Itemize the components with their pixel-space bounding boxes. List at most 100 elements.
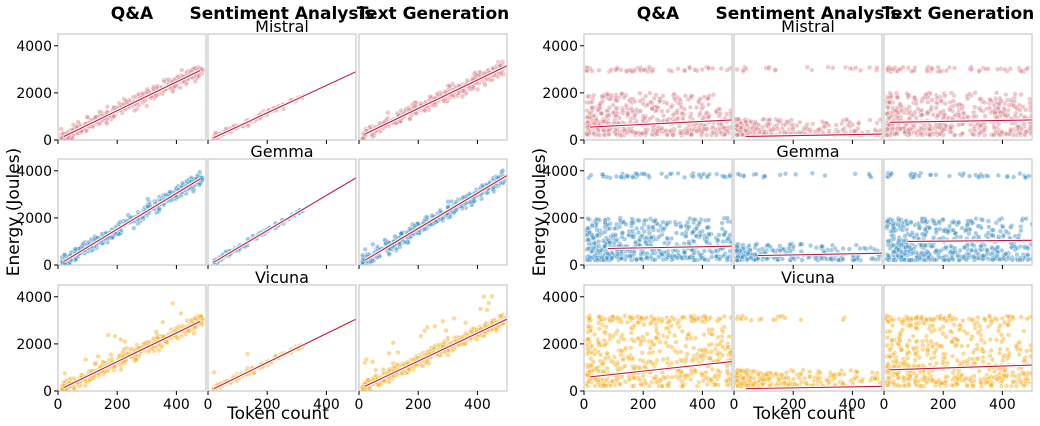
scatter-point [924, 109, 931, 115]
scatter-point [985, 66, 991, 72]
scatter-point [82, 383, 89, 389]
scatter-point [591, 240, 598, 246]
scatter-point [1027, 104, 1032, 110]
scatter-point [666, 67, 672, 73]
scatter-point [817, 126, 823, 132]
scatter-point [941, 90, 947, 97]
scatter-point [104, 239, 111, 246]
scatter-point [614, 251, 620, 257]
scatter-point [710, 92, 717, 98]
scatter-point [584, 131, 590, 137]
scatter-point [765, 121, 772, 127]
scatter-point [109, 235, 115, 241]
scatter-point [791, 256, 798, 263]
scatter-point [894, 94, 900, 101]
scatter-point [912, 130, 919, 136]
scatter-point [594, 227, 600, 233]
scatter-point [665, 252, 672, 258]
scatter-point [857, 257, 864, 263]
scatter-point [698, 216, 704, 223]
scatter-point [991, 125, 997, 131]
scatter-point [594, 232, 600, 239]
scatter-point [695, 99, 702, 105]
scatter-point [144, 103, 150, 109]
scatter-point [659, 232, 665, 238]
scatter-point [677, 96, 683, 102]
scatter-point [123, 98, 129, 104]
scatter-point [667, 171, 673, 177]
scatter-point [993, 90, 1000, 96]
scatter-point [813, 245, 819, 251]
scatter-point [687, 114, 693, 120]
scatter-point [981, 132, 988, 138]
scatter-point [663, 174, 670, 180]
scatter-point [715, 237, 721, 243]
scatter-point [590, 131, 597, 137]
scatter-point [211, 369, 217, 375]
scatter-point [709, 249, 715, 256]
scatter-point [803, 124, 809, 130]
scatter-point [481, 294, 487, 300]
scatter-point [650, 257, 656, 263]
scatter-point [427, 94, 433, 100]
scatter-point [664, 100, 670, 107]
scatter-point [426, 361, 432, 367]
scatter-point [797, 241, 804, 247]
scatter-point [632, 130, 639, 136]
scatter-point [976, 68, 982, 74]
scatter-point [703, 132, 710, 138]
scatter-point [500, 168, 506, 174]
scatter-point [846, 246, 853, 252]
scatter-point [786, 126, 793, 132]
scatter-point [687, 65, 693, 71]
scatter-point [602, 229, 608, 235]
scatter-point [1002, 112, 1008, 118]
scatter-point [429, 212, 435, 219]
scatter-point [413, 353, 419, 360]
scatter-point [448, 198, 455, 205]
scatter-point [370, 241, 376, 247]
scatter-point [589, 99, 595, 105]
scatter-point [654, 128, 661, 134]
scatter-point [897, 66, 903, 72]
scatter-point [398, 230, 404, 237]
scatter-panel-points [884, 64, 1032, 138]
scatter-point [871, 246, 878, 253]
scatter-point [610, 102, 616, 108]
scatter-point [678, 254, 684, 260]
scatter-point [682, 93, 689, 99]
scatter-point [697, 110, 703, 116]
scatter-point [703, 239, 710, 245]
scatter-point [668, 235, 675, 242]
scatter-point [999, 129, 1005, 135]
scatter-point [584, 225, 591, 231]
scatter-point [424, 324, 431, 330]
scatter-point [716, 113, 722, 119]
scatter-point [686, 255, 692, 261]
scatter-point [628, 223, 635, 229]
scatter-point [386, 251, 393, 258]
scatter-point [762, 173, 768, 180]
scatter-point [591, 92, 597, 99]
scatter-point [613, 113, 620, 119]
scatter-point [754, 241, 760, 247]
scatter-point [697, 252, 703, 258]
scatter-point [498, 313, 504, 319]
scatter-point [606, 240, 613, 246]
scatter-point [919, 98, 925, 105]
scatter-point [489, 293, 495, 299]
scatter-point [396, 241, 402, 247]
scatter-point [588, 249, 594, 255]
scatter-point [382, 378, 388, 385]
scatter-point [613, 97, 619, 103]
scatter-point [947, 99, 953, 105]
scatter-point [710, 65, 716, 72]
scatter-point [600, 238, 607, 244]
scatter-point [942, 100, 948, 107]
scatter-point [192, 315, 198, 321]
scatter-point [706, 93, 712, 99]
scatter-point [1001, 106, 1008, 113]
scatter-point [745, 251, 751, 257]
scatter-point [108, 352, 114, 358]
scatter-point [784, 119, 790, 125]
